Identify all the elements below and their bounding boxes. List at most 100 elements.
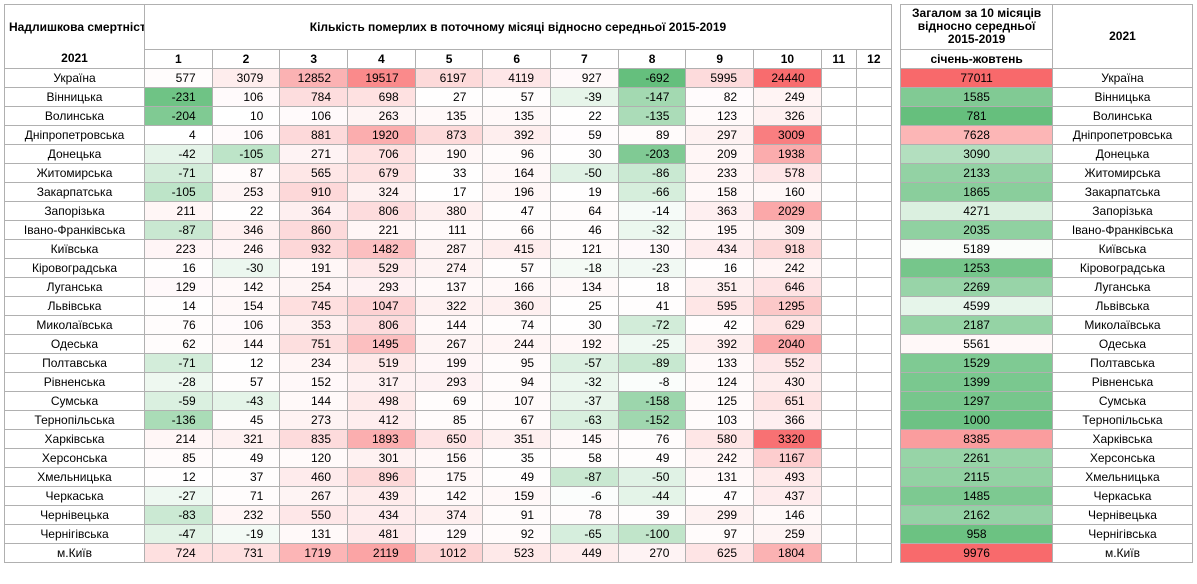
month-cell: 2119 <box>348 543 416 562</box>
total-cell: 1399 <box>901 372 1053 391</box>
month-cell: -57 <box>551 353 619 372</box>
month-cell: 578 <box>754 163 822 182</box>
month-cell <box>821 353 856 372</box>
month-cell: -27 <box>145 486 213 505</box>
region-name-left: Львівська <box>5 296 145 315</box>
month-cell: 142 <box>415 486 483 505</box>
month-cell <box>856 353 891 372</box>
month-cell: 66 <box>483 220 551 239</box>
month-header: 3 <box>280 49 348 68</box>
month-cell <box>821 144 856 163</box>
month-cell <box>856 144 891 163</box>
month-cell: -63 <box>551 410 619 429</box>
month-cell: 234 <box>280 353 348 372</box>
month-cell <box>856 448 891 467</box>
month-cell: 706 <box>348 144 416 163</box>
month-cell: 120 <box>280 448 348 467</box>
total-cell: 2162 <box>901 505 1053 524</box>
month-cell: 57 <box>483 258 551 277</box>
month-cell: -19 <box>212 524 280 543</box>
month-cell: 85 <box>415 410 483 429</box>
table-row: м.Київ7247311719211910125234492706251804… <box>5 543 1193 562</box>
month-cell: 144 <box>280 391 348 410</box>
month-cell <box>856 68 891 87</box>
month-header: 5 <box>415 49 483 68</box>
table-body: Україна5773079128521951761974119927-6925… <box>5 68 1193 562</box>
region-name-left: Закарпатська <box>5 182 145 201</box>
month-cell: -692 <box>618 68 686 87</box>
month-cell: 42 <box>686 315 754 334</box>
month-cell: 270 <box>618 543 686 562</box>
month-cell: 244 <box>483 334 551 353</box>
table-row: Донецька-42-1052717061909630-20320919383… <box>5 144 1193 163</box>
table-row: Вінницька-2311067846982757-39-1478224915… <box>5 87 1193 106</box>
table-row: Запорізька211223648063804764-14363202942… <box>5 201 1193 220</box>
month-cell: 550 <box>280 505 348 524</box>
table-row: Луганська1291422542931371661341835164622… <box>5 277 1193 296</box>
month-header: 10 <box>754 49 822 68</box>
region-name-right: Рівненська <box>1052 372 1192 391</box>
total-cell: 1297 <box>901 391 1053 410</box>
total-cell: 2261 <box>901 448 1053 467</box>
month-cell: 646 <box>754 277 822 296</box>
month-cell: 360 <box>483 296 551 315</box>
month-cell: 881 <box>280 125 348 144</box>
month-cell: 156 <box>415 448 483 467</box>
month-cell: -87 <box>551 467 619 486</box>
month-cell <box>821 68 856 87</box>
month-cell: 12 <box>145 467 213 486</box>
region-name-left: Херсонська <box>5 448 145 467</box>
month-cell <box>821 296 856 315</box>
month-cell: 932 <box>280 239 348 258</box>
month-cell: 175 <box>415 467 483 486</box>
corner-year: 2021 <box>5 49 145 68</box>
month-cell: 434 <box>348 505 416 524</box>
month-cell: 254 <box>280 277 348 296</box>
region-name-right: Харківська <box>1052 429 1192 448</box>
month-cell: 595 <box>686 296 754 315</box>
month-cell <box>821 429 856 448</box>
region-name-left: Черкаська <box>5 486 145 505</box>
month-cell: 896 <box>348 467 416 486</box>
month-cell <box>856 315 891 334</box>
month-cell: 223 <box>145 239 213 258</box>
month-cell <box>856 296 891 315</box>
month-cell: 76 <box>145 315 213 334</box>
month-cell <box>821 125 856 144</box>
month-cell: 33 <box>415 163 483 182</box>
month-cell: 133 <box>686 353 754 372</box>
month-cell: 144 <box>212 334 280 353</box>
month-cell <box>856 429 891 448</box>
month-cell: 94 <box>483 372 551 391</box>
month-cell: -87 <box>145 220 213 239</box>
region-name-right: Вінницька <box>1052 87 1192 106</box>
month-cell <box>821 334 856 353</box>
month-cell: 134 <box>551 277 619 296</box>
month-cell: 30 <box>551 144 619 163</box>
month-cell <box>856 220 891 239</box>
month-header: 8 <box>618 49 686 68</box>
month-cell: 3079 <box>212 68 280 87</box>
month-cell: 95 <box>483 353 551 372</box>
month-cell: 267 <box>280 486 348 505</box>
month-cell: 835 <box>280 429 348 448</box>
month-header: 12 <box>856 49 891 68</box>
month-cell <box>821 182 856 201</box>
month-cell: 253 <box>212 182 280 201</box>
total-cell: 1000 <box>901 410 1053 429</box>
region-name-right: Сумська <box>1052 391 1192 410</box>
month-cell: -47 <box>145 524 213 543</box>
region-name-left: Кіровоградська <box>5 258 145 277</box>
month-cell: 625 <box>686 543 754 562</box>
month-cell: 2029 <box>754 201 822 220</box>
month-cell: 1893 <box>348 429 416 448</box>
region-name-left: Рівненська <box>5 372 145 391</box>
month-cell: 267 <box>415 334 483 353</box>
month-cell: 434 <box>686 239 754 258</box>
month-cell: 321 <box>212 429 280 448</box>
month-cell: 552 <box>754 353 822 372</box>
month-cell: 131 <box>280 524 348 543</box>
month-cell: 412 <box>348 410 416 429</box>
region-name-right: Івано-Франківська <box>1052 220 1192 239</box>
region-name-right: Донецька <box>1052 144 1192 163</box>
